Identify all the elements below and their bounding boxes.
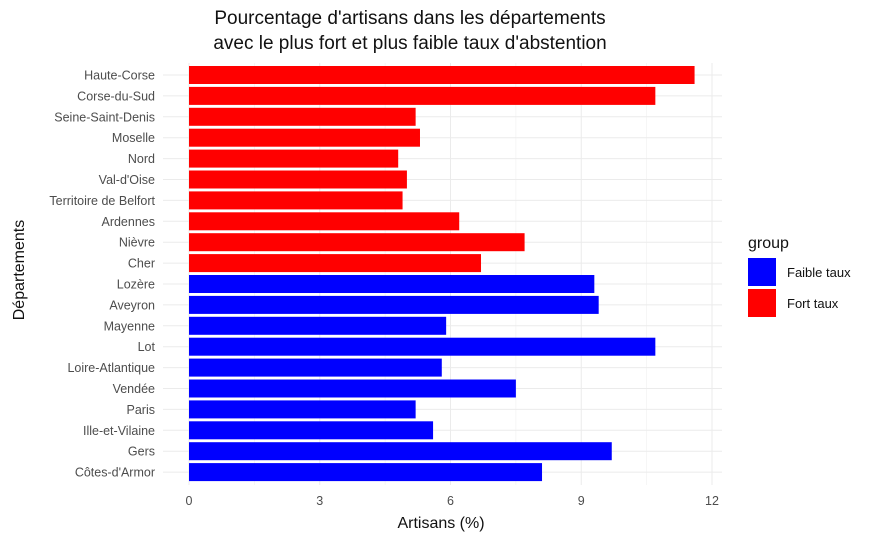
bar [189,170,407,189]
y-tick-label: Côtes-d'Armor [75,466,155,480]
bar [189,337,656,356]
y-axis-title: Départements [11,220,28,321]
x-tick-labels: 0 3 6 9 12 [186,494,719,508]
bar [189,254,482,273]
y-tick-label: Corse-du-Sud [77,89,155,103]
y-tick-label: Seine-Saint-Denis [54,110,155,124]
x-tick-label: 12 [705,494,719,508]
y-tick-label: Vendée [113,382,155,396]
legend-label-fort: Fort taux [787,296,839,311]
bar [189,275,595,293]
x-tick-label: 3 [316,494,323,508]
legend-label-faible: Faible taux [787,265,851,280]
y-tick-label: Moselle [112,131,155,145]
bar [189,379,516,398]
chart-title-line-2: avec le plus fort et plus faible taux d'… [213,33,607,54]
bar [189,421,434,440]
bar [189,86,656,105]
bars [189,66,695,482]
y-tick-label: Territoire de Belfort [49,194,155,208]
legend: group Faible taux Fort taux [748,235,851,317]
bar [189,107,416,126]
y-tick-label: Aveyron [109,298,155,312]
legend-swatch-fort [748,289,776,317]
x-tick-label: 0 [186,494,193,508]
y-tick-label: Nièvre [119,236,155,250]
bar [189,358,442,377]
legend-title: group [748,235,789,252]
bar [189,149,399,168]
bar [189,191,403,210]
y-tick-label: Haute-Corse [84,69,155,83]
y-tick-label: Mayenne [104,319,155,333]
y-tick-label: Paris [127,403,155,417]
y-tick-label: Cher [128,257,155,271]
bar [189,128,420,147]
y-tick-label: Loire-Atlantique [67,361,155,375]
legend-swatch-faible [748,258,776,286]
bar [189,295,599,314]
x-tick-label: 6 [447,494,454,508]
bar [189,212,460,231]
y-tick-label: Lot [138,340,156,354]
x-axis-title: Artisans (%) [397,515,484,532]
y-tick-label: Ille-et-Vilaine [83,424,155,438]
x-tick-label: 9 [578,494,585,508]
bar [189,442,612,461]
chart-title-line-1: Pourcentage d'artisans dans les départem… [214,8,606,29]
bar [189,463,543,482]
bar [189,400,416,419]
y-tick-label: Val-d'Oise [99,173,155,187]
y-tick-labels: Haute-Corse Corse-du-Sud Seine-Saint-Denis… [49,69,155,480]
y-tick-label: Gers [128,445,155,459]
bar [189,233,525,252]
y-tick-label: Ardennes [101,215,155,229]
bar [189,66,695,84]
y-tick-label: Lozère [117,278,155,292]
bar [189,316,447,335]
y-tick-label: Nord [128,152,155,166]
